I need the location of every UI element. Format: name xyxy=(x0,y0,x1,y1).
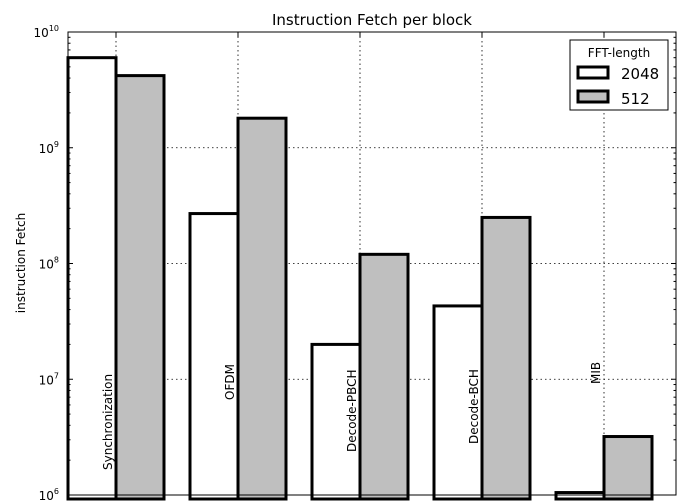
bar-512-synchronization xyxy=(114,74,166,501)
y-tick-label: 106 xyxy=(39,487,59,503)
category-label-ofdm: OFDM xyxy=(223,364,237,400)
y-tick-label: 1010 xyxy=(34,24,59,40)
legend-swatch-2048 xyxy=(576,65,610,80)
category-labels: Synchronization OFDM Decode-PBCH Decode-BCH… xyxy=(101,362,603,470)
y-axis-label: instruction Fetch xyxy=(14,213,28,313)
legend-swatch-512 xyxy=(576,89,610,104)
bar-2048-decode-pbch xyxy=(310,342,362,501)
bar-512-decode-pbch xyxy=(358,252,410,501)
category-label-synchronization: Synchronization xyxy=(101,374,115,470)
y-tick-label: 108 xyxy=(39,256,59,272)
legend: FFT-length 2048 512 xyxy=(569,39,669,111)
category-label-mib: MIB xyxy=(589,362,603,384)
bars xyxy=(66,56,654,501)
bar-512-ofdm xyxy=(236,116,288,501)
bar-512-mib xyxy=(602,435,654,501)
chart-title: Instruction Fetch per block xyxy=(272,11,472,29)
category-label-decode-pbch: Decode-PBCH xyxy=(345,369,359,452)
bar-2048-mib xyxy=(554,491,606,501)
bar-2048-ofdm xyxy=(188,212,240,501)
legend-label-2048: 2048 xyxy=(621,65,659,83)
y-tick-label: 107 xyxy=(39,371,59,387)
legend-title: FFT-length xyxy=(588,46,650,60)
category-label-decode-bch: Decode-BCH xyxy=(467,369,481,444)
y-axis-ticks: 106 107 108 109 1010 xyxy=(34,24,676,503)
legend-label-512: 512 xyxy=(621,90,650,108)
bar-512-decode-bch xyxy=(480,215,532,501)
y-tick-label: 109 xyxy=(39,140,59,156)
